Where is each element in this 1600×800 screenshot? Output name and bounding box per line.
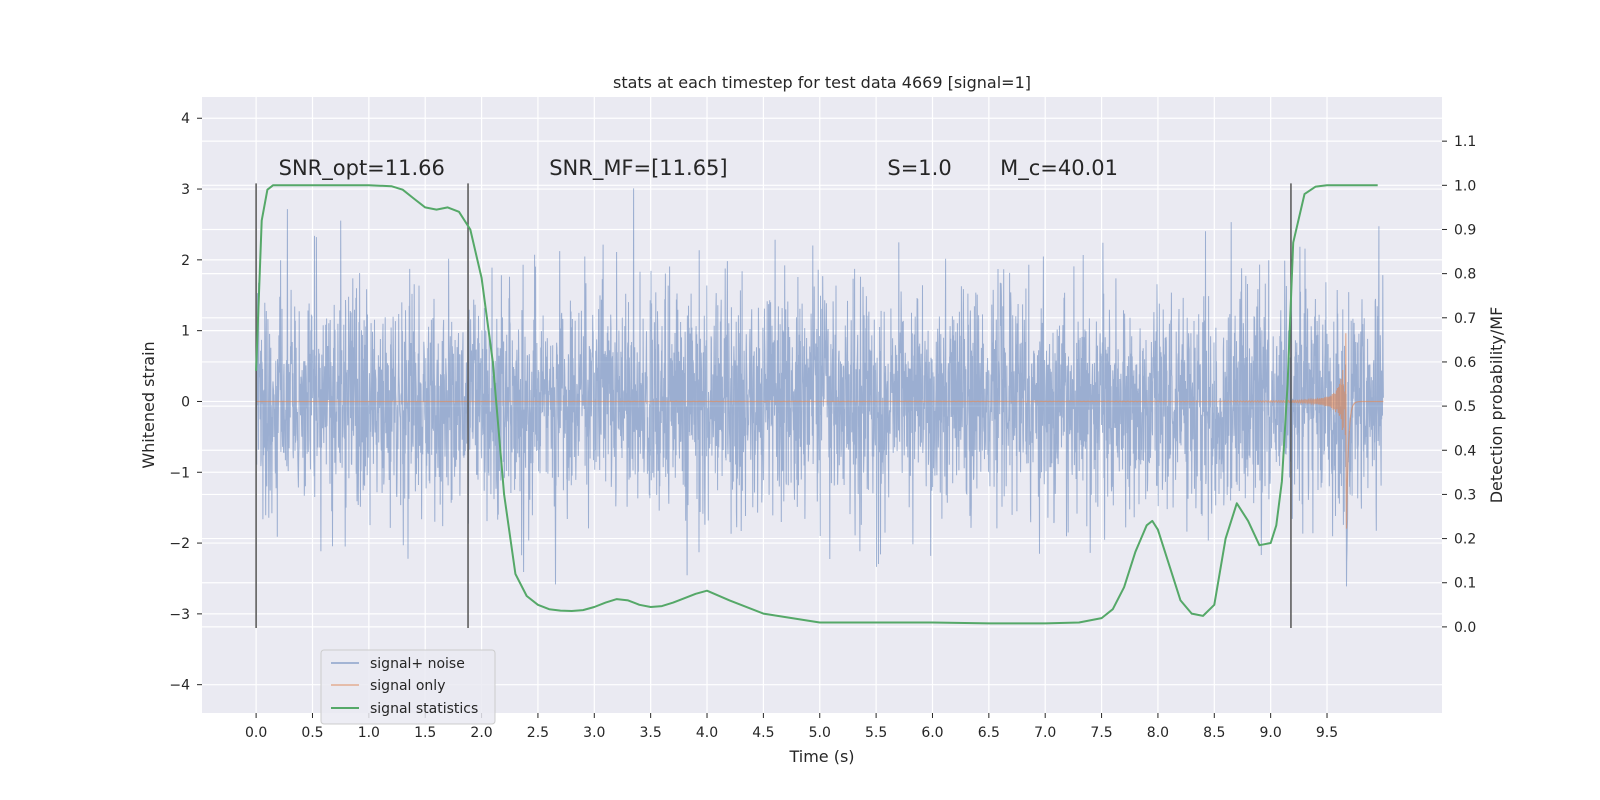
y2-tick-label: 1.0 (1454, 178, 1476, 194)
annotation-text: SNR_MF=[11.65] (549, 156, 727, 181)
x-axis-label: Time (s) (788, 747, 854, 766)
legend-label-statistics: signal statistics (370, 701, 478, 717)
y-tick-label: 3 (181, 182, 190, 198)
x-tick-label: 5.0 (809, 725, 831, 741)
y2-tick-label: 1.1 (1454, 134, 1476, 150)
legend-label-noise: signal+ noise (370, 656, 465, 672)
y-tick-label: −2 (169, 536, 190, 552)
chart-title: stats at each timestep for test data 466… (613, 73, 1031, 92)
y2-tick-label: 0.8 (1454, 267, 1476, 283)
y-axis-label: Whitened strain (139, 341, 158, 468)
x-tick-label: 1.0 (358, 725, 380, 741)
x-tick-label: 2.5 (527, 725, 549, 741)
x-tick-label: 3.0 (583, 725, 605, 741)
statistics-series-layer (255, 184, 1378, 625)
y-axis-ticks: −4 −3 −2 −1 0 1 2 3 4 (169, 111, 202, 694)
annotation-text: SNR_opt=11.66 (279, 156, 445, 181)
x-tick-label: 0.5 (301, 725, 323, 741)
x-tick-label: 7.0 (1034, 725, 1056, 741)
x-tick-label: 6.0 (921, 725, 943, 741)
legend: signal+ noise signal only signal statist… (320, 649, 496, 725)
annotation-text: S=1.0 (887, 156, 951, 180)
y2-axis-ticks: 0.0 0.1 0.2 0.3 0.4 0.5 0.6 0.7 0.8 0.9 1.0 1.1 (1442, 134, 1476, 636)
x-tick-label: 9.5 (1316, 725, 1338, 741)
signal-series-line (256, 333, 1384, 529)
x-tick-label: 0.0 (245, 725, 267, 741)
y-tick-label: −1 (169, 465, 190, 481)
y2-tick-label: 0.1 (1454, 576, 1476, 592)
signal-series-layer (256, 333, 1384, 529)
statistics-series-line (255, 184, 1378, 625)
x-axis-ticks: 0.0 0.5 1.0 1.5 2.0 2.5 3.0 3.5 4.0 4.5 5.0 5.5 6.0 6… (245, 713, 1338, 741)
annotation-layer: SNR_opt=11.66 SNR_MF=[11.65] S=1.0 M_c=40.0… (279, 156, 1118, 181)
y-tick-label: 4 (181, 111, 190, 127)
x-tick-label: 9.0 (1260, 725, 1282, 741)
x-tick-label: 6.5 (978, 725, 1000, 741)
y2-tick-label: 0.2 (1454, 532, 1476, 548)
y-tick-label: 0 (181, 394, 190, 410)
y2-tick-label: 0.0 (1454, 620, 1476, 636)
noise-series-layer (255, 188, 1384, 587)
x-tick-label: 1.5 (414, 725, 436, 741)
y2-tick-label: 0.4 (1454, 443, 1476, 459)
y-tick-label: −4 (169, 678, 190, 694)
x-tick-label: 3.5 (640, 725, 662, 741)
annotation-text: M_c=40.01 (1000, 156, 1118, 181)
x-tick-label: 4.5 (752, 725, 774, 741)
y2-tick-label: 0.9 (1454, 222, 1476, 238)
y2-axis-label: Detection probability/MF (1487, 307, 1506, 504)
noise-series-line (255, 188, 1384, 587)
x-tick-label: 5.5 (865, 725, 887, 741)
x-tick-label: 2.0 (470, 725, 492, 741)
legend-box (320, 649, 496, 725)
y-tick-label: −3 (169, 607, 190, 623)
y2-tick-label: 0.7 (1454, 311, 1476, 327)
y2-tick-label: 0.3 (1454, 487, 1476, 503)
x-tick-label: 8.0 (1147, 725, 1169, 741)
y2-tick-label: 0.5 (1454, 399, 1476, 415)
vline-layer (255, 183, 1292, 629)
legend-label-signal: signal only (370, 678, 445, 694)
y2-tick-label: 0.6 (1454, 355, 1476, 371)
x-tick-label: 8.5 (1203, 725, 1225, 741)
x-tick-label: 4.0 (696, 725, 718, 741)
x-tick-label: 7.5 (1090, 725, 1112, 741)
y-tick-label: 1 (181, 324, 190, 340)
y-tick-label: 2 (181, 253, 190, 269)
